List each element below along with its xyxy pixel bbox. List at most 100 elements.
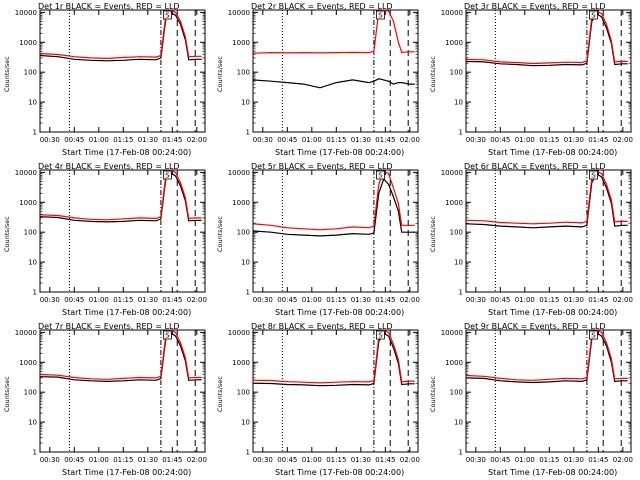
- y-tick-label: 100: [24, 229, 37, 237]
- y-tick-label: 10: [241, 419, 250, 427]
- state-marker-box: [376, 330, 385, 340]
- x-axis-label: Start Time (17-Feb-08 00:24:00): [62, 308, 192, 317]
- x-tick-label: 00:45: [277, 136, 297, 144]
- y-tick-label: 1: [459, 449, 463, 457]
- lld-series-line: [39, 169, 202, 221]
- state-marker-label: S: [165, 172, 170, 180]
- y-tick-label: 100: [24, 389, 37, 397]
- x-axis-label: Start Time (17-Feb-08 00:24:00): [275, 468, 405, 477]
- detector-panel: 1 10 100 1000 10000 00:30 00:45 01:00 01:15 01:30…: [426, 320, 639, 480]
- x-tick-label: 00:30: [40, 136, 60, 144]
- x-axis-label: Start Time (17-Feb-08 00:24:00): [488, 308, 618, 317]
- x-tick-label: 00:45: [490, 136, 510, 144]
- panel-plot: 1 10 100 1000 10000 00:30 00:45 01:00 01:15 01:30…: [441, 329, 633, 464]
- x-tick-label: 01:45: [588, 136, 608, 144]
- x-tick-label: 00:45: [277, 456, 297, 464]
- y-tick-label: 10000: [15, 329, 37, 337]
- y-tick-label: 1000: [19, 199, 37, 207]
- x-tick-label: 01:15: [539, 456, 559, 464]
- panel-title: Det 2r BLACK = Events, RED = LLD: [251, 2, 393, 11]
- y-axis-label: Counts/sec: [216, 376, 224, 412]
- x-tick-label: 01:45: [588, 456, 608, 464]
- y-tick-label: 10: [28, 99, 37, 107]
- y-tick-label: 10: [454, 419, 463, 427]
- y-tick-label: 10000: [15, 169, 37, 177]
- state-marker-box: [589, 170, 598, 180]
- x-tick-label: 02:00: [613, 296, 633, 304]
- x-tick-label: 02:00: [400, 136, 420, 144]
- panel-plot: 1 10 100 1000 10000 00:30 00:45 01:00 01:15 01:30…: [15, 329, 207, 464]
- x-tick-label: 00:30: [253, 456, 273, 464]
- x-tick-label: 01:30: [138, 136, 158, 144]
- x-tick-label: 00:30: [466, 296, 486, 304]
- y-tick-label: 10: [241, 259, 250, 267]
- x-tick-label: 01:45: [162, 136, 182, 144]
- panel-plot: 1 10 100 1000 10000 00:30 00:45 01:00 01:15 01:30…: [441, 9, 633, 144]
- x-tick-label: 01:45: [375, 456, 395, 464]
- y-tick-label: 10000: [228, 169, 250, 177]
- plot-frame: [39, 329, 206, 453]
- events-series-line: [465, 12, 628, 67]
- x-tick-label: 01:45: [162, 296, 182, 304]
- y-tick-label: 1000: [19, 39, 37, 47]
- x-axis-label: Start Time (17-Feb-08 00:24:00): [62, 148, 192, 157]
- x-tick-label: 00:30: [466, 136, 486, 144]
- x-tick-label: 01:00: [302, 296, 322, 304]
- y-tick-label: 10: [454, 259, 463, 267]
- x-tick-label: 01:15: [539, 136, 559, 144]
- y-tick-label: 10: [241, 99, 250, 107]
- x-tick-label: 00:30: [40, 296, 60, 304]
- y-tick-label: 10000: [441, 329, 463, 337]
- panel-title: Det 5r BLACK = Events, RED = LLD: [251, 162, 393, 171]
- x-tick-label: 01:00: [89, 296, 109, 304]
- detector-panel: 1 10 100 1000 10000 00:30 00:45 01:00 01:15 01:30…: [426, 0, 639, 160]
- panel-plot: 1 10 100 1000 10000 00:30 00:45 01:00 01:15 01:30…: [441, 169, 633, 304]
- x-tick-label: 02:00: [400, 296, 420, 304]
- state-marker-label: S: [378, 12, 383, 20]
- panel-title: Det 4r BLACK = Events, RED = LLD: [38, 162, 180, 171]
- x-tick-label: 01:00: [515, 136, 535, 144]
- y-axis-label: Counts/sec: [3, 216, 11, 252]
- state-marker-box: [589, 330, 598, 340]
- y-tick-label: 100: [450, 229, 463, 237]
- y-tick-label: 1000: [445, 359, 463, 367]
- x-tick-label: 01:15: [326, 296, 346, 304]
- state-marker-box: [163, 170, 172, 180]
- events-series-line: [252, 78, 415, 89]
- y-tick-label: 1: [459, 289, 463, 297]
- y-tick-label: 100: [450, 69, 463, 77]
- x-axis-label: Start Time (17-Feb-08 00:24:00): [275, 148, 405, 157]
- x-tick-label: 01:15: [113, 296, 133, 304]
- x-tick-label: 01:45: [375, 296, 395, 304]
- state-marker-label: S: [165, 12, 170, 20]
- y-axis-label: Counts/sec: [429, 376, 437, 412]
- plot-frame: [465, 329, 632, 453]
- panel-title: Det 7r BLACK = Events, RED = LLD: [38, 322, 180, 331]
- x-tick-label: 01:45: [162, 456, 182, 464]
- y-tick-label: 1000: [232, 199, 250, 207]
- plot-frame: [252, 9, 419, 133]
- y-tick-label: 10: [454, 99, 463, 107]
- x-tick-label: 02:00: [187, 296, 207, 304]
- panel-plot: 1 10 100 1000 10000 00:30 00:45 01:00 01:15 01:30…: [15, 9, 207, 144]
- y-tick-label: 10: [28, 419, 37, 427]
- x-tick-label: 02:00: [613, 456, 633, 464]
- y-tick-label: 100: [237, 389, 250, 397]
- y-axis-label: Counts/sec: [3, 376, 11, 412]
- x-tick-label: 02:00: [187, 456, 207, 464]
- detector-panel: 1 10 100 1000 10000 00:30 00:45 01:00 01:15 01:30…: [213, 0, 426, 160]
- lld-series-line: [465, 10, 628, 65]
- y-tick-label: 1: [33, 449, 37, 457]
- x-tick-label: 01:00: [302, 136, 322, 144]
- plot-frame: [39, 169, 206, 293]
- x-tick-label: 01:30: [351, 136, 371, 144]
- x-tick-label: 00:45: [490, 296, 510, 304]
- panel-plot: 1 10 100 1000 10000 00:30 00:45 01:00 01:15 01:30…: [228, 169, 420, 304]
- x-tick-label: 01:30: [351, 456, 371, 464]
- x-tick-label: 01:00: [302, 456, 322, 464]
- y-tick-label: 1000: [445, 199, 463, 207]
- x-tick-label: 00:45: [277, 296, 297, 304]
- detector-panel: 1 10 100 1000 10000 00:30 00:45 01:00 01:15 01:30…: [0, 160, 213, 320]
- lld-series-line: [465, 170, 628, 225]
